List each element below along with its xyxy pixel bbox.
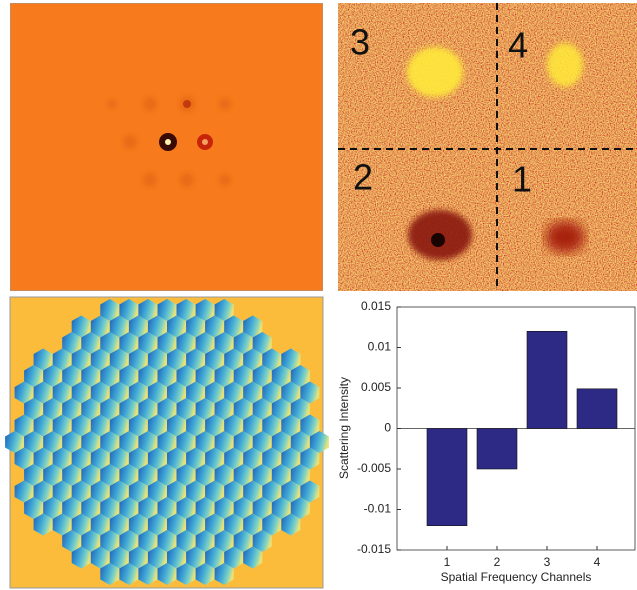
quadrant-label: 1 — [512, 159, 532, 200]
figure: 3 4 2 1 Scattering Intensity Spatial Fre… — [0, 0, 637, 590]
y-tick-label: 0.005 — [361, 380, 391, 394]
bar — [477, 429, 517, 470]
quadrant-label: 3 — [350, 22, 370, 63]
x-tick-label: 3 — [544, 555, 551, 569]
y-axis-label: Scattering Intensity — [337, 377, 351, 479]
hexagon-mask — [5, 297, 329, 588]
y-tick-label: -0.01 — [364, 502, 392, 516]
bar — [527, 331, 567, 428]
y-tick-label: -0.005 — [357, 461, 391, 475]
y-tick-label: -0.015 — [357, 542, 391, 556]
bar — [427, 429, 467, 526]
x-tick-label: 2 — [494, 555, 501, 569]
page: 3 4 2 1 Scattering Intensity Spatial Fre… — [0, 0, 637, 590]
quadrant-label: 4 — [508, 25, 528, 66]
x-axis-label: Spatial Frequency Channels — [441, 570, 592, 584]
bar — [577, 389, 617, 429]
y-tick-label: 0.01 — [368, 340, 392, 354]
quadrant-label: 2 — [353, 157, 373, 198]
y-tick-label: 0.015 — [361, 299, 391, 313]
quadrant-image: 3 4 2 1 — [338, 3, 637, 291]
y-tick-label: 0 — [384, 421, 391, 435]
diffraction-image — [10, 3, 323, 291]
x-tick-label: 4 — [594, 555, 601, 569]
x-tick-label: 1 — [444, 555, 451, 569]
